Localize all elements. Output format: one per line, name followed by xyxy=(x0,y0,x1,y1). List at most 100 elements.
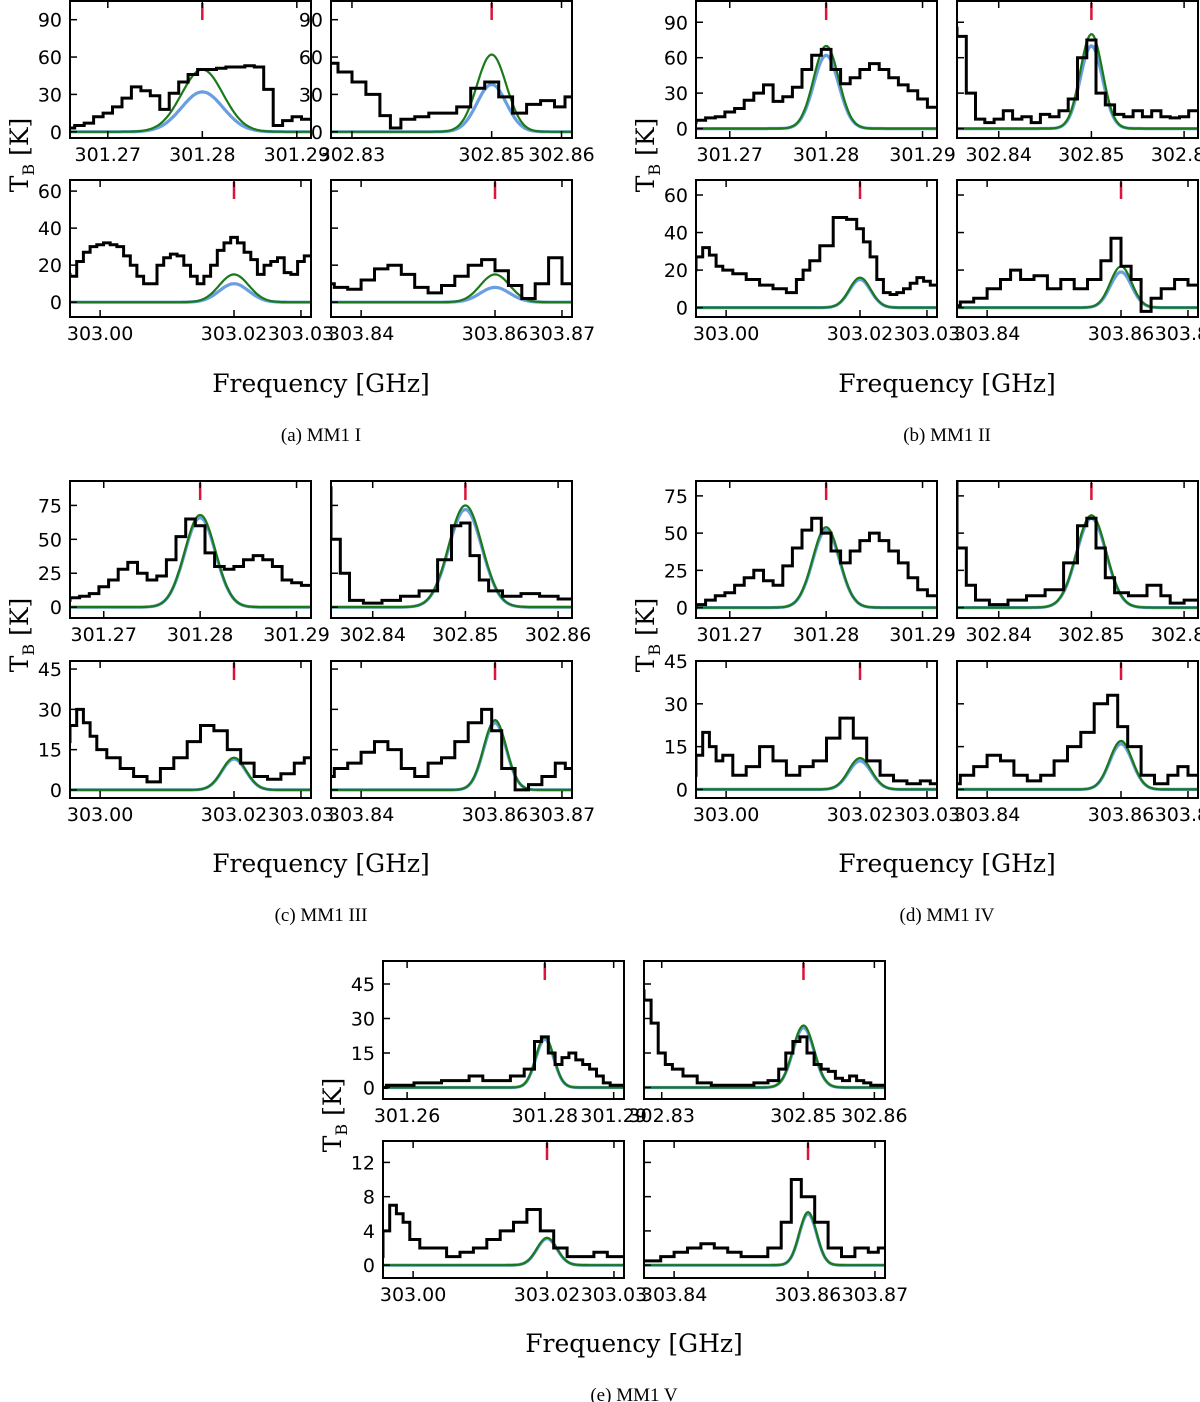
x-axis-label: Frequency [GHz] xyxy=(838,849,1056,878)
spectrum-panel: 302.84 302.85 302.86 xyxy=(956,480,1200,646)
x-tick-label: 303.03 xyxy=(268,323,334,345)
y-tick-label: 60 xyxy=(38,181,62,203)
y-axis-label: TB [K] xyxy=(631,118,664,193)
model-total-line xyxy=(331,53,572,133)
model-total-line xyxy=(383,1236,624,1267)
figure-block: 301.26 301.28 301.29 0 15 30 45 302.83 302.85 302… xyxy=(318,960,908,1402)
observed-spectrum-line xyxy=(70,64,311,130)
x-tick-label: 303.87 xyxy=(842,1284,908,1306)
model-total-line xyxy=(696,526,937,609)
panel-frame xyxy=(956,480,1199,619)
y-tick-label: 30 xyxy=(38,699,62,721)
x-tick-label: 303.02 xyxy=(827,323,893,345)
x-tick-label: 303.87 xyxy=(529,804,595,826)
x-tick-label: 302.85 xyxy=(1058,624,1124,646)
observed-spectrum-line xyxy=(644,989,885,1087)
x-tick-label: 301.28 xyxy=(169,144,235,166)
spectrum-panel: 303.00 303.02 303.03 0 15 30 45 xyxy=(38,659,334,826)
model-total-line xyxy=(331,273,572,304)
y-tick-label: 0 xyxy=(676,119,688,141)
x-tick-label: 302.86 xyxy=(528,144,594,166)
y-tick-label: 50 xyxy=(664,523,688,545)
y-tick-label: 75 xyxy=(664,486,688,508)
observed-spectrum-line xyxy=(331,61,572,130)
x-tick-label: 303.84 xyxy=(954,804,1020,826)
x-tick-label: 303.84 xyxy=(954,323,1020,345)
spectrum-panel: 303.00 303.02 303.03 0 20 40 60 xyxy=(664,179,960,345)
y-tick-label: 12 xyxy=(351,1152,375,1174)
observed-spectrum-line xyxy=(957,236,1198,313)
panel-frame xyxy=(69,179,312,318)
spectrum-panel: 302.84 302.85 302.86 xyxy=(330,480,591,646)
observed-spectrum-line xyxy=(644,1178,885,1263)
x-tick-label: 303.00 xyxy=(67,323,133,345)
y-tick-label: 75 xyxy=(38,495,62,517)
spectrum-panel: 302.83 302.85 302.86 0 30 60 90 xyxy=(299,0,595,166)
x-tick-label: 302.86 xyxy=(525,624,591,646)
y-tick-label: 40 xyxy=(664,223,688,245)
y-tick-label: 25 xyxy=(38,563,62,585)
panel-frame xyxy=(956,0,1199,139)
y-tick-label: 20 xyxy=(38,255,62,277)
observed-spectrum-line xyxy=(957,26,1198,125)
panel-frame xyxy=(330,179,573,318)
y-tick-label: 90 xyxy=(299,10,323,32)
x-tick-label: 302.85 xyxy=(1058,144,1124,166)
y-tick-label: 30 xyxy=(664,694,688,716)
x-tick-label: 303.03 xyxy=(268,804,334,826)
observed-spectrum-line xyxy=(383,1203,624,1259)
panel-frame xyxy=(695,0,938,139)
figure-caption: (c) MM1 III xyxy=(275,905,368,926)
x-axis-label: Frequency [GHz] xyxy=(212,849,430,878)
y-tick-label: 15 xyxy=(664,737,688,759)
panel-frame xyxy=(695,480,938,619)
spectrum-panel: 303.00 303.02 303.03 0 15 30 45 xyxy=(664,651,960,826)
y-tick-label: 40 xyxy=(38,218,62,240)
model-total-line xyxy=(696,756,937,791)
y-tick-label: 60 xyxy=(38,47,62,69)
x-tick-label: 301.29 xyxy=(264,144,330,166)
x-tick-label: 302.84 xyxy=(339,624,405,646)
x-tick-label: 303.86 xyxy=(775,1284,841,1306)
x-tick-label: 303.00 xyxy=(380,1284,446,1306)
x-tick-label: 303.84 xyxy=(328,323,394,345)
x-tick-label: 302.86 xyxy=(1151,624,1200,646)
panel-frame xyxy=(330,0,573,139)
observed-spectrum-line xyxy=(331,486,572,605)
x-tick-label: 302.85 xyxy=(432,624,498,646)
panel-frame xyxy=(695,179,938,318)
y-tick-label: 90 xyxy=(38,10,62,32)
y-tick-label: 25 xyxy=(664,560,688,582)
spectrum-panel: 303.00 303.02 303.03 0 20 40 60 xyxy=(38,179,334,345)
y-axis-label: TB [K] xyxy=(5,118,38,193)
spectrum-panel: 301.27 301.28 301.29 0 30 60 90 xyxy=(664,0,956,166)
model-total-line xyxy=(70,68,311,133)
spectrum-panel: 301.27 301.28 301.29 0 25 50 75 xyxy=(38,480,330,646)
observed-spectrum-line xyxy=(70,235,311,286)
x-axis-label: Frequency [GHz] xyxy=(838,369,1056,398)
y-tick-label: 0 xyxy=(50,122,62,144)
y-tick-label: 0 xyxy=(311,122,323,144)
x-tick-label: 302.84 xyxy=(965,624,1031,646)
x-tick-label: 303.00 xyxy=(693,804,759,826)
panel-frame xyxy=(330,480,573,619)
x-tick-label: 301.29 xyxy=(263,624,329,646)
x-tick-label: 301.27 xyxy=(75,144,141,166)
x-tick-label: 303.02 xyxy=(514,1284,580,1306)
y-tick-label: 60 xyxy=(664,48,688,70)
x-tick-label: 301.29 xyxy=(889,144,955,166)
observed-spectrum-line xyxy=(957,693,1198,786)
x-tick-label: 303.84 xyxy=(641,1284,707,1306)
model-total-line xyxy=(957,265,1198,309)
panel-frame xyxy=(69,660,312,799)
x-tick-label: 302.86 xyxy=(841,1105,907,1127)
x-tick-label: 303.84 xyxy=(328,804,394,826)
model-total-line xyxy=(696,44,937,130)
model-total-line xyxy=(644,1024,885,1089)
x-tick-label: 302.85 xyxy=(458,144,524,166)
model-total-line xyxy=(331,718,572,791)
